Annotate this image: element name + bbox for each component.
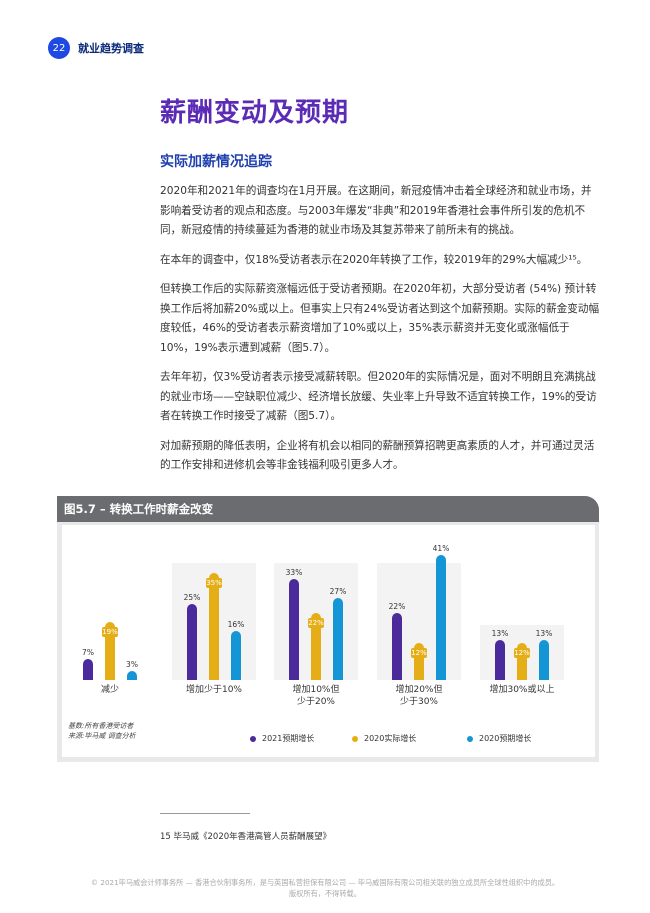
bar-1: [495, 640, 505, 680]
bar-1: [187, 603, 197, 680]
value-label: 16%: [227, 620, 245, 630]
copyright-line-2: 版权所有，不得转载。: [289, 889, 361, 898]
category-label: 增加少于10%: [185, 685, 242, 695]
paragraph-2: 在本年的调查中，仅18%受访者表示在2020年转换了工作，较2019年的29%大…: [160, 253, 588, 266]
legend-dot-icon: [467, 735, 473, 742]
value-label: 7%: [82, 647, 94, 657]
copyright-line-1: © 2021毕马威会计师事务所 — 香港合伙制事务所，是与英国私营担保有限公司 …: [90, 878, 560, 887]
value-label: 22%: [388, 601, 406, 611]
category-label: 增加30%或以上: [489, 685, 555, 695]
value-label: 33%: [285, 568, 303, 578]
value-label: 3%: [126, 659, 138, 669]
bar-3: [436, 554, 446, 680]
paragraph-4: 去年年初，仅3%受访者表示接受减薪转职。但2020年的实际情况是，面对不明朗且充…: [160, 371, 597, 422]
category-label: 减少: [100, 685, 119, 695]
value-label: 13%: [535, 629, 553, 639]
value-label: 25%: [183, 592, 201, 602]
paragraph-1: 2020年和2021年的调查均在1月开展。在这期间，新冠疫情冲击着全球经济和就业…: [160, 185, 592, 236]
bar-chart: 基数:所有香港受访者 来源:毕马威 调查分析 2021预期增长 2020实际增长…: [62, 525, 595, 757]
legend-item-2020-actual: 2020实际增长: [352, 733, 416, 744]
footnote-divider: [160, 813, 250, 814]
value-label: 13%: [491, 629, 509, 639]
value-label: 12%: [411, 648, 427, 659]
legend-dot-icon: [352, 735, 358, 742]
value-label: 22%: [308, 617, 324, 628]
value-label: 35%: [206, 578, 222, 589]
bar-2: [105, 622, 115, 680]
value-label: 12%: [514, 648, 530, 659]
bar-2: [517, 643, 527, 680]
category-label: 增加10%但 少于20%: [292, 685, 340, 707]
bar-3: [333, 597, 343, 680]
bar-2: [209, 573, 219, 680]
value-label: 41%: [432, 543, 450, 553]
paragraph-5: 对加薪预期的降低表明，企业将有机会以相同的薪酬预算招聘更高素质的人才，并可通过灵…: [160, 439, 595, 472]
bar-1: [392, 612, 402, 680]
footnote: 15 毕马威《2020年香港高管人员薪酬展望》: [160, 832, 332, 842]
bar-1: [289, 579, 299, 680]
bar-2: [311, 612, 321, 680]
body-text: 2020年和2021年的调查均在1月开展。在这期间，新冠疫情冲击着全球经济和就业…: [160, 182, 600, 486]
value-label: 19%: [102, 627, 118, 638]
legend-dot-icon: [250, 735, 256, 742]
figure-note-base: 基数:所有香港受访者: [68, 722, 134, 730]
figure-note-source: 来源:毕马威 调查分析: [68, 732, 136, 740]
bar-3: [231, 631, 241, 680]
header-title: 就业趋势调查: [78, 42, 144, 55]
paragraph-3: 但转换工作后的实际薪资涨幅远低于受访者预期。在2020年初，大部分受访者 (54…: [160, 283, 600, 354]
legend-item-2021-expected: 2021预期增长: [250, 733, 314, 744]
page-title: 薪酬变动及预期: [160, 98, 350, 128]
bar-3: [127, 670, 137, 680]
legend-item-2020-expected: 2020预期增长: [467, 733, 531, 744]
figure-5-7: 图5.7 – 转换工作时薪金改变 基数:所有香港受访者 来源:毕马威 调查分析 …: [57, 496, 599, 762]
bar-3: [539, 640, 549, 680]
page-header: 22 就业趋势调查: [48, 37, 144, 59]
bar-1: [83, 658, 93, 680]
section-title: 实际加薪情况追踪: [160, 154, 272, 170]
value-label: 27%: [329, 586, 347, 596]
figure-title: 图5.7 – 转换工作时薪金改变: [57, 496, 599, 522]
bar-2: [414, 643, 424, 680]
category-label: 增加20%但 少于30%: [395, 685, 443, 707]
page-number-badge: 22: [48, 37, 70, 59]
